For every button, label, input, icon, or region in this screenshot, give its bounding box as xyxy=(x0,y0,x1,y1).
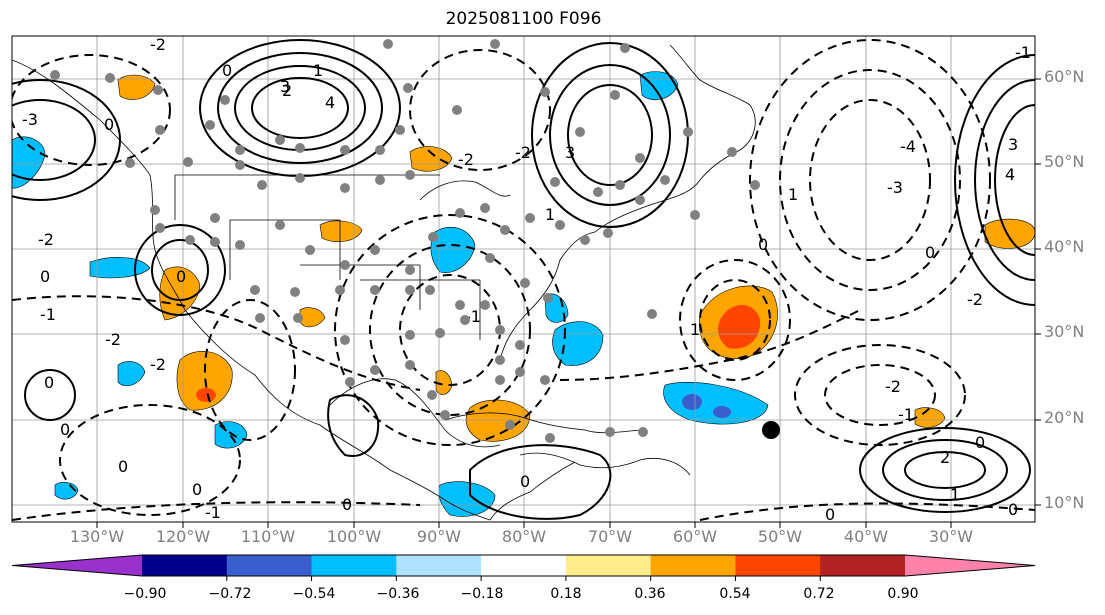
contour-label: -2 xyxy=(150,355,166,374)
lon-label: 50°W xyxy=(757,527,803,546)
contour-label: 1 xyxy=(788,185,798,204)
lat-label: 40°N xyxy=(1044,237,1085,256)
contour-label: 0 xyxy=(758,235,768,254)
lat-label: 60°N xyxy=(1044,67,1085,86)
contour-label: -2 xyxy=(38,230,54,249)
contour-label: -3 xyxy=(22,110,38,129)
contour-label: 1 xyxy=(313,61,323,80)
colorbar-tick-label: −0.36 xyxy=(376,586,420,602)
map-body: 2 3 4 0 1 3 4 3 2 1 0 -4 -3 0 -2 -1 0 1 … xyxy=(12,35,1035,524)
shaded-regions xyxy=(12,71,1035,517)
contour-label: 0 xyxy=(342,495,352,514)
contour-label: 0 xyxy=(118,457,128,476)
contour-label: -1 xyxy=(205,503,221,522)
contour-label: 1 xyxy=(690,320,700,339)
colorbar-tick-label: −0.54 xyxy=(292,586,336,602)
colorbar-tick-label: −0.72 xyxy=(208,586,252,602)
colorbar-tick-label: −0.90 xyxy=(123,586,167,602)
contour-label: 0 xyxy=(975,433,985,452)
lon-label: 130°W xyxy=(69,527,125,546)
contour-label: 0 xyxy=(925,243,935,262)
lon-label: 90°W xyxy=(416,527,462,546)
storm-center-marker xyxy=(762,421,780,439)
colorbar-tick-label: 0.90 xyxy=(887,586,919,602)
contour-label: -4 xyxy=(900,137,916,156)
contour-label: -3 xyxy=(887,178,903,197)
lon-label: 120°W xyxy=(155,527,211,546)
colorbar-tick-label: 0.72 xyxy=(803,586,835,602)
contours-negative xyxy=(12,39,1035,521)
contour-label: 2 xyxy=(282,81,292,100)
contour-label: -2 xyxy=(885,377,901,396)
map-title: 2025081100 F096 xyxy=(445,9,602,29)
lon-label: 70°W xyxy=(587,527,633,546)
contour-label: 0 xyxy=(520,472,530,491)
colorbar-tick-label: −0.18 xyxy=(460,586,504,602)
contour-label: 0 xyxy=(104,115,114,134)
contour-label: 4 xyxy=(325,93,335,112)
lon-label: 60°W xyxy=(672,527,718,546)
contour-label: 0 xyxy=(222,61,232,80)
lat-label: 20°N xyxy=(1044,408,1085,427)
lon-label: 100°W xyxy=(326,527,382,546)
lon-label: 40°W xyxy=(843,527,889,546)
contour-label: 0 xyxy=(60,420,70,439)
contour-label: -2 xyxy=(150,35,166,54)
contour-label: 1 xyxy=(950,485,960,504)
contour-label: 0 xyxy=(1008,500,1018,519)
contour-label: -1 xyxy=(40,305,56,324)
contour-label: 3 xyxy=(280,77,290,96)
colorbar-tick-label: 0.36 xyxy=(634,586,666,602)
contour-label: 0 xyxy=(176,267,186,286)
contour-label: -2 xyxy=(458,150,474,169)
station-dots xyxy=(50,39,760,443)
contour-label: 0 xyxy=(44,373,54,392)
lon-label: 80°W xyxy=(501,527,547,546)
lat-label: 50°N xyxy=(1044,152,1085,171)
contour-label: 2 xyxy=(940,448,950,467)
contour-label: 4 xyxy=(1005,165,1015,184)
contour-label: 3 xyxy=(1008,135,1018,154)
axis-ticks xyxy=(96,78,1041,528)
contour-label: -2 xyxy=(515,143,531,162)
gridlines xyxy=(12,36,1035,522)
contour-label: 0 xyxy=(825,505,835,524)
contour-label: 0 xyxy=(192,480,202,499)
colorbar-tick-label: 0.54 xyxy=(719,586,751,602)
contour-label: -2 xyxy=(967,290,983,309)
colorbar-tick-label: 0.18 xyxy=(550,586,582,602)
lat-label: 30°N xyxy=(1044,322,1085,341)
lon-label: 30°W xyxy=(928,527,974,546)
contour-label: -2 xyxy=(105,330,121,349)
lon-label: 110°W xyxy=(240,527,296,546)
contour-label: -1 xyxy=(898,405,914,424)
contour-label: 3 xyxy=(565,143,575,162)
contour-label: -1 xyxy=(1015,43,1031,62)
lat-label: 10°N xyxy=(1044,493,1085,512)
contour-label: 0 xyxy=(40,267,50,286)
contour-label: 1 xyxy=(545,205,555,224)
